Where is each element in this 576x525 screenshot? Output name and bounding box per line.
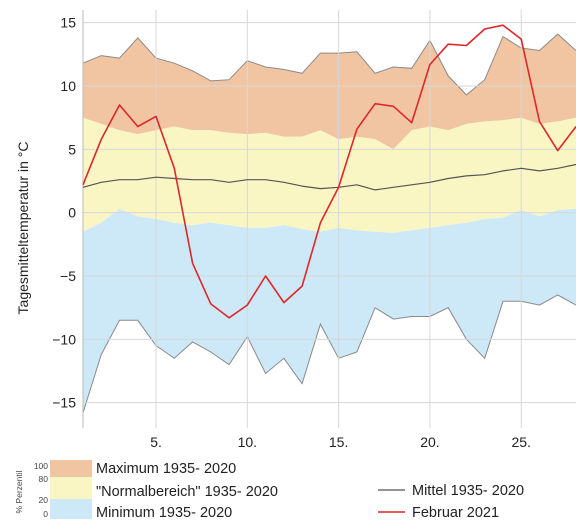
x-tick-label: 15. xyxy=(329,434,348,450)
y-tick-label: −10 xyxy=(52,331,76,347)
y-tick-label: 0 xyxy=(68,205,76,221)
percentile-bands xyxy=(82,33,576,413)
grid-lines xyxy=(82,10,576,428)
minimum-outline xyxy=(82,294,576,413)
y-tick-label: 5 xyxy=(68,141,76,157)
legend-swatch-maximum xyxy=(50,460,92,477)
legend-swatch-minimum xyxy=(50,499,92,519)
band-area-2 xyxy=(83,208,576,413)
legend-label-band: "Normalbereich" 1935- 2020 xyxy=(96,484,278,500)
series-lines xyxy=(82,24,576,319)
y-axis-label: Tagesmitteltemperatur in °C xyxy=(15,142,31,315)
band-area-0 xyxy=(83,34,576,150)
percentile-tick: 0 xyxy=(43,509,48,519)
percentile-tick: 20 xyxy=(39,495,49,505)
percentile-axis-label: % Perzentil xyxy=(14,470,24,513)
y-tick-label: −15 xyxy=(52,395,76,411)
x-tick-label: 10. xyxy=(238,434,257,450)
percentile-tick: 80 xyxy=(39,474,49,484)
y-tick-label: −5 xyxy=(60,268,76,284)
y-tick-label: 10 xyxy=(60,78,76,94)
legend-swatch-normal xyxy=(50,477,92,499)
y-tick-labels: −15 −10 −5 0 5 10 15 xyxy=(52,15,76,411)
x-tick-label: 20. xyxy=(420,434,439,450)
band-area-1 xyxy=(83,117,576,233)
x-tick-label: 5. xyxy=(150,434,162,450)
maximum-outline xyxy=(82,33,576,96)
y-tick-label: 15 xyxy=(60,15,76,31)
legend: % Perzentil 100 80 20 0 Maximum 1935- 2020 "No… xyxy=(14,460,524,521)
x-tick-labels: 5. 10. 15. 20. 25. xyxy=(150,434,531,450)
legend-label-series: Mittel 1935- 2020 xyxy=(412,483,524,499)
series-line-0 xyxy=(82,163,576,191)
percentile-tick: 100 xyxy=(34,461,48,471)
x-tick-label: 25. xyxy=(511,434,530,450)
legend-label-band: Minimum 1935- 2020 xyxy=(96,505,232,521)
legend-label-band: Maximum 1935- 2020 xyxy=(96,461,236,477)
series-line-1 xyxy=(82,24,576,319)
legend-label-series: Februar 2021 xyxy=(412,505,499,521)
